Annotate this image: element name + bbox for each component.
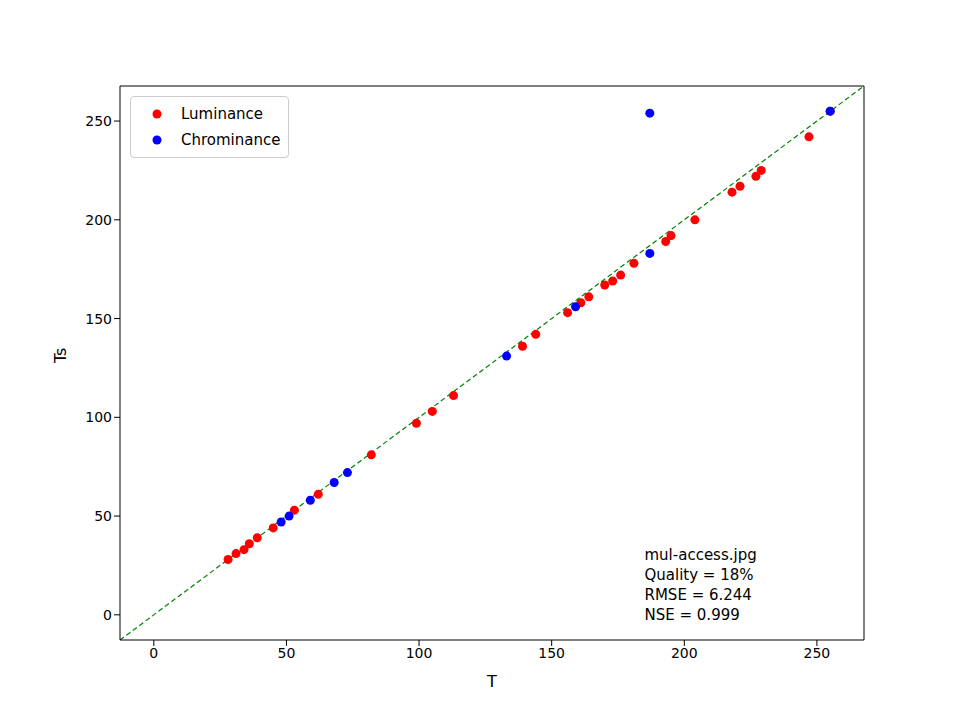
- html-text:RMSE = 6.244: RMSE = 6.244: [644, 585, 752, 604]
- svg-text:50: 50: [94, 508, 112, 524]
- svg-text:T: T: [486, 672, 497, 691]
- svg-text:200: 200: [671, 645, 698, 661]
- html-text:Luminance: Luminance: [181, 105, 264, 123]
- svg-text:0: 0: [149, 645, 158, 661]
- svg-text:100: 100: [406, 645, 433, 661]
- svg-text:50: 50: [278, 645, 296, 661]
- html-text:Quality = 18%: Quality = 18%: [644, 565, 754, 584]
- svg-text:150: 150: [85, 311, 112, 327]
- html-text:mul-access.jpg: mul-access.jpg: [644, 545, 757, 564]
- html-text:Chrominance: Chrominance: [181, 131, 281, 149]
- html-text:NSE = 0.999: NSE = 0.999: [644, 605, 740, 624]
- svg-text:250: 250: [85, 113, 112, 129]
- svg-text:150: 150: [538, 645, 565, 661]
- svg-text:100: 100: [85, 409, 112, 425]
- svg-text:0: 0: [103, 607, 112, 623]
- svg-text:250: 250: [804, 645, 831, 661]
- svg-text:200: 200: [85, 212, 112, 228]
- svg-text:Ts: Ts: [51, 348, 70, 364]
